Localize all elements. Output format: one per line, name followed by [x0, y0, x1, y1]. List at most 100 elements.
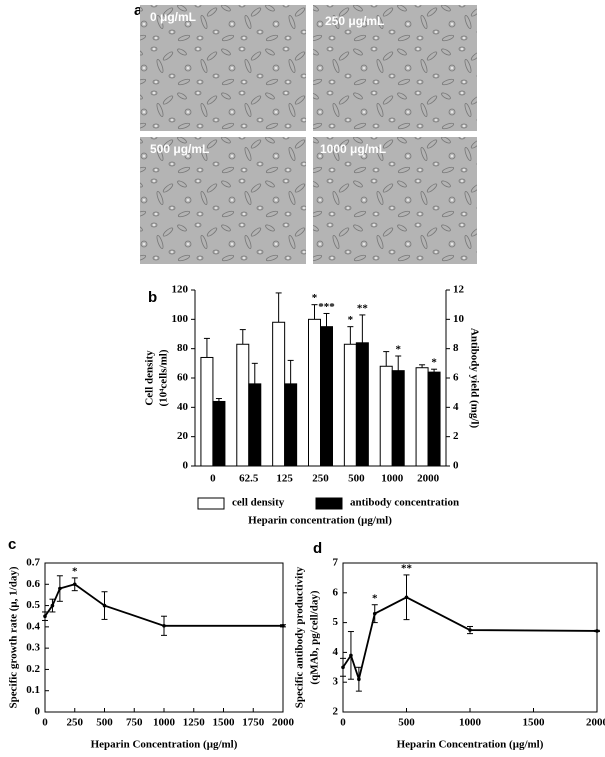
x-tick-label: 750	[126, 717, 143, 729]
y-tick-label: 20	[177, 430, 189, 442]
data-point	[102, 603, 107, 608]
y-tick-label: 5	[333, 616, 339, 628]
bar	[284, 383, 298, 467]
y-tick-label: 0.6	[26, 578, 40, 590]
x-axis-label: Heparin concentration (μg/ml)	[248, 515, 392, 527]
significance: **	[357, 302, 369, 314]
bar	[236, 343, 250, 467]
bar	[248, 383, 262, 467]
y-tick-label: 0.3	[26, 642, 40, 654]
data-point	[372, 611, 377, 616]
x-tick-label: 125	[276, 473, 293, 485]
x-tick-label: 1000	[153, 717, 176, 729]
plot-frame	[44, 562, 284, 713]
data-point	[595, 629, 599, 633]
significance: *	[372, 592, 378, 604]
y2-tick-label: 0	[453, 460, 459, 472]
significance: ***	[318, 301, 335, 313]
y2-axis-label: Antibody yield (mg/l)	[468, 328, 480, 429]
micrograph	[313, 137, 477, 264]
y-tick-label: 40	[177, 401, 189, 413]
x-tick-label: 1500	[213, 717, 236, 729]
bar	[212, 400, 226, 467]
bar	[415, 367, 429, 467]
y-tick-label: 3	[333, 676, 339, 688]
y2-tick-label: 12	[453, 284, 465, 296]
panel-letter: c	[8, 536, 16, 553]
y-axis-label: Specific antibody productivity	[294, 566, 306, 708]
data-point	[72, 582, 77, 587]
data-point	[341, 665, 345, 670]
x-tick-label: 2000	[272, 717, 295, 729]
image-caption: 0 μg/mL	[150, 10, 196, 24]
significance: *	[312, 292, 318, 304]
y-axis-label: (10⁴cells/ml)	[158, 349, 170, 406]
y-tick-label: 0.4	[26, 620, 40, 632]
significance: *	[431, 357, 437, 369]
y-tick-label: 6	[333, 586, 339, 598]
x-tick-label: 500	[348, 473, 365, 485]
y-tick-label: 7	[333, 557, 339, 569]
bar	[379, 365, 393, 467]
image-caption: 250 μg/mL	[325, 14, 384, 28]
x-tick-label: 0	[340, 717, 346, 729]
data-point	[404, 595, 409, 600]
y-tick-label: 120	[172, 284, 189, 296]
data-point	[58, 586, 62, 591]
bar	[200, 356, 214, 467]
x-axis-label: Heparin Concentration (μg/ml)	[397, 739, 544, 751]
x-tick-label: 2000	[586, 717, 605, 729]
x-tick-label: 500	[398, 717, 415, 729]
y2-tick-label: 4	[453, 401, 459, 413]
bar	[355, 342, 369, 467]
data-point	[162, 623, 166, 628]
x-tick-label: 2000	[417, 473, 440, 485]
y2-tick-label: 8	[453, 342, 459, 354]
x-tick-label: 500	[96, 717, 113, 729]
y-tick-label: 0.1	[26, 684, 40, 696]
y-tick-label: 60	[177, 372, 189, 384]
micrograph	[313, 5, 477, 131]
y-tick-label: 0.2	[26, 663, 40, 675]
data-point	[468, 628, 472, 632]
bar	[391, 370, 405, 467]
x-tick-label: 250	[312, 473, 329, 485]
bar	[343, 343, 357, 467]
micrograph	[140, 5, 306, 131]
x-tick-label: 1000	[381, 473, 404, 485]
panel-letter: d	[313, 540, 322, 557]
y2-tick-label: 6	[453, 372, 459, 384]
x-tick-label: 1250	[183, 717, 206, 729]
y-tick-label: 80	[177, 342, 189, 354]
bar	[308, 318, 321, 467]
x-tick-label: 62.5	[239, 473, 259, 485]
x-tick-label: 0	[210, 473, 216, 485]
data-point	[281, 623, 285, 628]
bar	[320, 326, 333, 467]
x-tick-label: 1500	[523, 717, 546, 729]
legend-swatch	[315, 497, 343, 510]
y-tick-label: 100	[172, 313, 189, 325]
y-tick-label: 0.7	[26, 557, 40, 569]
significance: *	[348, 314, 354, 326]
y2-tick-label: 10	[453, 313, 465, 325]
y-axis-label: Specific growth rate (μ, 1/day)	[8, 566, 20, 708]
significance: **	[401, 562, 413, 574]
x-tick-label: 1750	[242, 717, 265, 729]
data-line	[342, 596, 598, 683]
data-point	[357, 677, 361, 682]
y-tick-label: 4	[333, 646, 339, 658]
y-tick-label: 0.5	[26, 599, 40, 611]
x-tick-label: 0	[42, 717, 48, 729]
y-axis-label: Cell density	[144, 350, 156, 406]
image-caption: 1000 μg/mL	[320, 142, 386, 156]
legend-label: cell density	[232, 497, 285, 509]
y-tick-label: 0	[35, 706, 41, 718]
data-point	[349, 653, 353, 658]
x-axis-label: Heparin Concentration (μg/ml)	[91, 739, 238, 751]
data-point	[43, 614, 47, 619]
y-axis-label: (qMAb, pg/cell/day)	[309, 590, 321, 684]
x-tick-label: 1000	[459, 717, 482, 729]
y2-tick-label: 2	[453, 430, 459, 442]
